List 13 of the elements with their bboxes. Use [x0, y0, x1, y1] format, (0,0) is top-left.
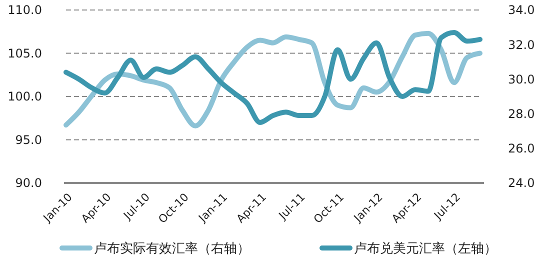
y2-tick-label: 26.0	[508, 142, 535, 156]
legend-label: 卢布兑美元汇率（左轴）	[354, 240, 497, 257]
y-tick-label: 110.0	[8, 3, 42, 18]
y-tick-label: 95.0	[15, 132, 42, 147]
y2-tick-label: 28.0	[508, 107, 535, 121]
y-tick-label: 90.0	[15, 176, 42, 190]
y2-tick-label: 30.0	[508, 72, 535, 86]
legend-label: 卢布实际有效汇率（右轴）	[94, 240, 250, 257]
y-tick-label: 105.0	[8, 46, 42, 60]
y2-tick-label: 34.0	[508, 3, 535, 18]
y-tick-label: 100.0	[8, 90, 42, 104]
y2-tick-label: 24.0	[508, 176, 535, 190]
y2-tick-label: 32.0	[508, 38, 535, 52]
